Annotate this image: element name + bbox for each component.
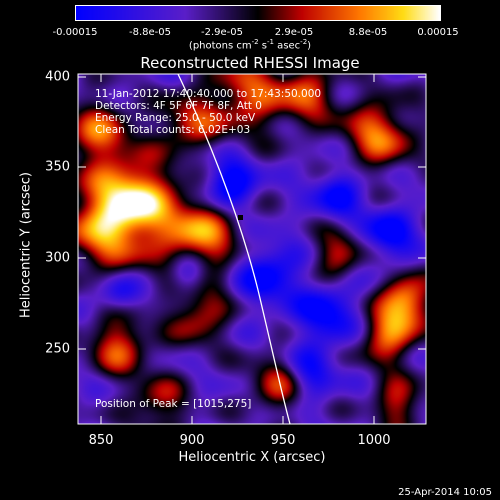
footer-date: 25-Apr-2014 10:05 <box>398 487 492 498</box>
info-energy-range: Energy Range: 25.0 - 50.0 keV <box>95 112 256 124</box>
x-tick-label: 900 <box>179 433 205 448</box>
x-tick-label: 1000 <box>357 433 391 448</box>
colorbar <box>75 5 441 21</box>
info-time-range: 11-Jan-2012 17:40:40.000 to 17:43:50.000 <box>95 88 322 100</box>
solar-limb-curve <box>177 73 291 425</box>
peak-marker <box>238 215 243 220</box>
x-tick-label: 850 <box>88 433 114 448</box>
colorbar-tick-label: -8.8e-05 <box>129 27 171 38</box>
colorbar-tick-label: -0.00015 <box>52 27 98 38</box>
info-detectors: Detectors: 4F 5F 6F 7F 8F, Att 0 <box>95 100 262 112</box>
x-tick-label: 950 <box>270 433 296 448</box>
axis-ticks <box>78 74 426 424</box>
colorbar-tick-label: 8.8e-05 <box>348 27 388 38</box>
colorbar-tick-label: -2.9e-05 <box>201 27 243 38</box>
y-axis-label: Heliocentric Y (arcsec) <box>18 172 34 318</box>
x-axis-label: Heliocentric X (arcsec) <box>178 450 326 465</box>
y-tick-label: 300 <box>45 250 70 266</box>
colorbar-unit-label: (photons cm-2 s-1 asec-2) <box>188 38 312 52</box>
info-total-counts: Clean Total counts: 6.02E+03 <box>95 124 251 136</box>
image-title: Reconstructed RHESSI Image <box>140 54 360 72</box>
peak-position-label: Position of Peak = [1015,275] <box>95 398 252 410</box>
colorbar-tick-label: 0.00015 <box>417 27 459 38</box>
plot-frame <box>77 73 427 425</box>
y-tick-label: 350 <box>45 159 70 175</box>
colorbar-tick-label: 2.9e-05 <box>274 27 314 38</box>
y-tick-label: 400 <box>45 69 70 85</box>
rhessi-image-map <box>78 74 426 424</box>
y-tick-label: 250 <box>45 341 70 357</box>
